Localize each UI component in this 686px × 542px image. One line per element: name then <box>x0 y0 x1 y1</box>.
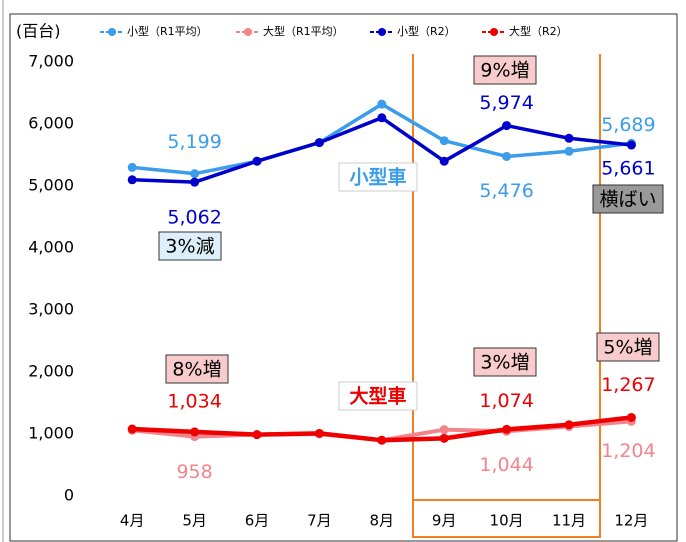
annotation-box <box>338 381 418 411</box>
data-label: 1,034 <box>167 390 221 412</box>
annotation-box <box>473 55 537 85</box>
data-label: 958 <box>176 461 212 483</box>
data-point <box>314 428 324 438</box>
data-point <box>377 113 387 123</box>
data-point <box>439 136 449 146</box>
annotation-box <box>592 184 664 214</box>
y-tick-label: 4,000 <box>28 238 74 257</box>
chart-frame <box>9 13 678 542</box>
data-point <box>626 140 636 150</box>
data-point <box>439 425 449 435</box>
annotation: 5%増 <box>603 337 652 359</box>
legend-label: 大型（R2） <box>509 24 568 38</box>
data-label: 5,661 <box>601 158 655 180</box>
data-label: 5,199 <box>167 131 221 153</box>
data-label: 5,476 <box>479 180 533 202</box>
legend-marker <box>244 28 252 36</box>
legend-label: 大型（R1平均） <box>263 24 344 38</box>
annotation: 小型車 <box>349 166 406 189</box>
legend-label: 小型（R2） <box>397 24 456 38</box>
x-tick-label: 10月 <box>490 512 524 530</box>
data-point <box>190 169 200 179</box>
legend-marker <box>108 28 116 36</box>
data-label: 1,204 <box>601 440 655 462</box>
data-point <box>252 430 262 440</box>
legend-label: 小型（R1平均） <box>127 24 208 38</box>
annotation-box <box>165 354 229 384</box>
x-tick-label: 12月 <box>614 512 648 530</box>
x-tick-label: 9月 <box>432 512 457 530</box>
x-tick-label: 11月 <box>552 512 586 530</box>
annotation: 大型車 <box>349 385 406 408</box>
y-tick-label: 0 <box>64 486 74 505</box>
y-tick-label: 7,000 <box>28 52 74 71</box>
data-point <box>190 427 200 437</box>
data-label: 5,062 <box>167 207 221 229</box>
annotation-box <box>158 231 222 261</box>
data-label: 1,267 <box>601 374 655 396</box>
annotation: 9%増 <box>480 60 529 82</box>
data-point <box>439 156 449 166</box>
y-tick-label: 5,000 <box>28 176 74 195</box>
data-label: 5,689 <box>601 114 655 136</box>
annotation: 3%減 <box>165 236 214 258</box>
highlight-box <box>412 499 601 538</box>
data-label: 1,044 <box>479 454 533 476</box>
annotation-box <box>338 162 418 192</box>
data-point <box>626 412 636 422</box>
data-point <box>377 435 387 445</box>
y-tick-label: 3,000 <box>28 300 74 319</box>
data-point <box>502 151 512 161</box>
x-tick-label: 4月 <box>120 512 145 530</box>
data-point <box>564 420 574 430</box>
data-point <box>127 424 137 434</box>
data-point <box>564 133 574 143</box>
data-point <box>252 156 262 166</box>
y-tick-label: 2,000 <box>28 362 74 381</box>
data-point <box>377 99 387 109</box>
x-tick-label: 8月 <box>370 512 395 530</box>
data-point <box>439 433 449 443</box>
data-point <box>564 146 574 156</box>
data-point <box>127 175 137 185</box>
y-tick-label: 6,000 <box>28 114 74 133</box>
annotation: 8%増 <box>172 359 221 381</box>
annotation: 3%増 <box>480 352 529 374</box>
annotation-box <box>473 347 537 377</box>
data-point <box>190 177 200 187</box>
annotation: 横ばい <box>599 189 656 211</box>
data-point <box>502 424 512 434</box>
x-tick-label: 6月 <box>245 512 270 530</box>
legend-marker <box>378 28 386 36</box>
data-label: 5,974 <box>479 92 533 114</box>
data-label: 1,074 <box>479 390 533 412</box>
data-point <box>314 138 324 148</box>
y-axis-label: (百台) <box>16 22 61 41</box>
data-point <box>502 121 512 131</box>
legend-marker <box>490 28 498 36</box>
annotation-box <box>596 332 660 362</box>
x-tick-label: 7月 <box>307 512 332 530</box>
x-tick-label: 5月 <box>182 512 207 530</box>
y-tick-label: 1,000 <box>28 424 74 443</box>
data-point <box>127 162 137 172</box>
